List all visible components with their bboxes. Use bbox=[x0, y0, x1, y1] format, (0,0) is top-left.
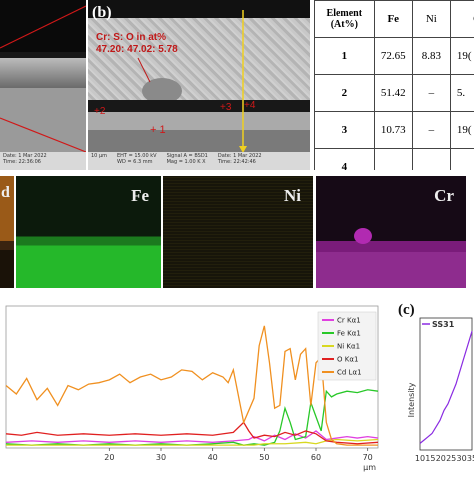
table-cell: 3 bbox=[315, 112, 375, 149]
xrd-x-tick-label: 35 bbox=[467, 454, 474, 463]
cr-particle bbox=[354, 228, 372, 244]
zoom-lines bbox=[0, 0, 86, 170]
point-marker-3: +3 bbox=[220, 102, 231, 113]
point-marker-2: +2 bbox=[94, 106, 105, 117]
header-c: C bbox=[450, 1, 474, 38]
table-header-row: Element (At%) Fe Ni C bbox=[315, 1, 474, 38]
table-row: 2 51.42 – 5. bbox=[315, 75, 474, 112]
element-table-wrap: Element (At%) Fe Ni C 1 72.65 8.83 19( 2… bbox=[314, 0, 474, 170]
x-tick-label: 50 bbox=[259, 453, 269, 462]
table-cell: 4 bbox=[315, 149, 375, 171]
table-cell: 5. bbox=[450, 75, 474, 112]
point-marker-4: +4 bbox=[244, 100, 255, 111]
point-marker-1: + 1 bbox=[150, 124, 166, 136]
table-cell bbox=[450, 149, 474, 171]
eds-map-fe: Fe bbox=[16, 176, 161, 288]
eds-map-cr: Cr bbox=[316, 176, 466, 288]
xrd-x-tick-label: 30 bbox=[457, 454, 467, 463]
table-cell bbox=[374, 149, 412, 171]
table-cell: 19( bbox=[450, 38, 474, 75]
xrd-x-tick-label: 25 bbox=[446, 454, 456, 463]
header-fe: Fe bbox=[374, 1, 412, 38]
annotation-arrows bbox=[88, 0, 310, 170]
table-cell: 10.73 bbox=[374, 112, 412, 149]
sem-a-infobar: Date: 1 Mar 2022 Time: 22:36:06 bbox=[0, 152, 86, 170]
sem-image-a: Date: 1 Mar 2022 Time: 22:36:06 bbox=[0, 0, 86, 170]
xrd-panel: (c) SS31 Intensity 101520253035 bbox=[390, 300, 474, 474]
x-axis-unit: µm bbox=[363, 463, 376, 472]
table-row: 3 10.73 – 19( bbox=[315, 112, 474, 149]
x-tick-label: 30 bbox=[156, 453, 166, 462]
table-row: 4 bbox=[315, 149, 474, 171]
legend-entry: Cd Lα1 bbox=[337, 369, 362, 377]
x-tick-label: 20 bbox=[104, 453, 114, 462]
table-cell: 51.42 bbox=[374, 75, 412, 112]
xrd-x-tick-label: 10 bbox=[415, 454, 425, 463]
map-label-ni: Ni bbox=[284, 186, 301, 206]
xrd-title: SS31 bbox=[432, 320, 455, 329]
xrd-frame bbox=[420, 318, 472, 450]
table-cell: 19( bbox=[450, 112, 474, 149]
table-row: 1 72.65 8.83 19( bbox=[315, 38, 474, 75]
table-cell: – bbox=[412, 75, 450, 112]
xrd-x-tick-label: 15 bbox=[425, 454, 435, 463]
header-ni: Ni bbox=[412, 1, 450, 38]
map-label-fe: Fe bbox=[131, 186, 149, 206]
table-cell: 72.65 bbox=[374, 38, 412, 75]
legend-entry: Ni Kα1 bbox=[337, 343, 360, 351]
eds-map-cd: d bbox=[0, 176, 14, 288]
sem-image-b: (b) Cr: S: O in at% 47.20: 47.02: 5.78 +… bbox=[88, 0, 310, 170]
table-cell: 1 bbox=[315, 38, 375, 75]
table-cell: – bbox=[412, 112, 450, 149]
table-cell bbox=[412, 149, 450, 171]
header-element: Element (At%) bbox=[315, 1, 375, 38]
x-tick-label: 40 bbox=[208, 453, 218, 462]
legend-entry: O Kα1 bbox=[337, 356, 358, 364]
xrd-y-label: Intensity bbox=[407, 382, 416, 417]
table-cell: 2 bbox=[315, 75, 375, 112]
map-label-cd: d bbox=[1, 184, 10, 202]
x-tick-label: 70 bbox=[363, 453, 373, 462]
xrd-series-line bbox=[420, 331, 472, 443]
eds-map-ni: Ni bbox=[163, 176, 313, 288]
series-line-0 bbox=[6, 431, 378, 442]
legend-entry: Cr Kα1 bbox=[337, 317, 361, 325]
x-tick-label: 60 bbox=[311, 453, 321, 462]
legend-entry: Fe Kα1 bbox=[337, 330, 361, 338]
element-table: Element (At%) Fe Ni C 1 72.65 8.83 19( 2… bbox=[314, 0, 474, 170]
xrd-x-tick-label: 20 bbox=[436, 454, 446, 463]
panel-c-label: (c) bbox=[398, 302, 415, 319]
table-cell: 8.83 bbox=[412, 38, 450, 75]
map-label-cr: Cr bbox=[434, 186, 454, 206]
xrd-chart: SS31 Intensity 101520253035 bbox=[390, 300, 474, 474]
